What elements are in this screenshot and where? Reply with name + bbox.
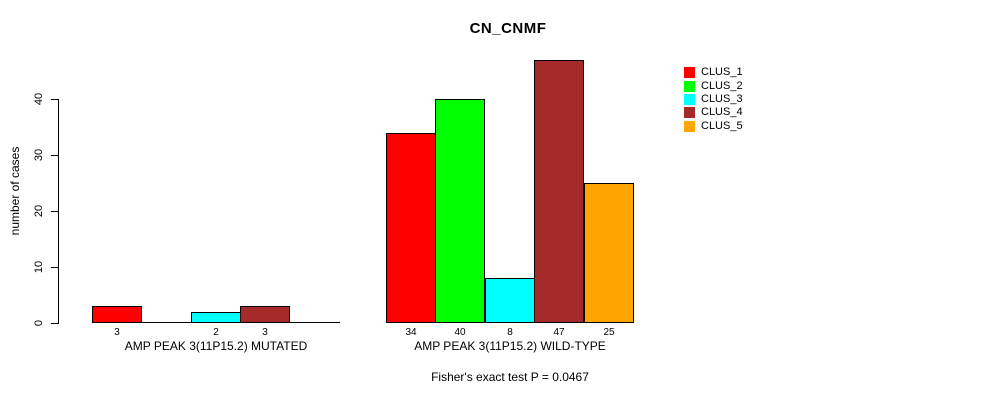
bar-value-label: 3 bbox=[262, 327, 268, 338]
bar-value-label: 2 bbox=[213, 327, 219, 338]
fisher-test-annotation: Fisher's exact test P = 0.0467 bbox=[431, 370, 589, 384]
bar-value-label: 34 bbox=[405, 327, 417, 338]
legend-entry: CLUS_2 bbox=[684, 79, 743, 92]
legend-entry-label: CLUS_2 bbox=[701, 79, 743, 92]
y-axis-tick bbox=[51, 155, 58, 156]
y-axis-tick bbox=[51, 267, 58, 268]
bar-value-label: 47 bbox=[553, 327, 565, 338]
y-axis-tick-label: 40 bbox=[33, 92, 45, 106]
legend-entry: CLUS_3 bbox=[684, 93, 743, 106]
legend-swatch-icon bbox=[684, 93, 695, 105]
legend-entry: CLUS_1 bbox=[684, 66, 743, 79]
y-axis-tick-label: 20 bbox=[33, 204, 45, 218]
y-axis-tick bbox=[51, 323, 58, 324]
legend-entry-label: CLUS_5 bbox=[701, 119, 743, 132]
legend-entry: CLUS_5 bbox=[684, 120, 743, 133]
legend-swatch-icon bbox=[684, 107, 695, 119]
y-axis-tick bbox=[51, 99, 58, 100]
bar-clus_1 bbox=[92, 306, 142, 323]
legend-swatch-icon bbox=[684, 67, 695, 79]
bar-clus_2 bbox=[435, 99, 485, 323]
y-axis-line bbox=[58, 99, 59, 324]
y-axis-tick-label: 0 bbox=[33, 319, 45, 327]
legend-entry-label: CLUS_3 bbox=[701, 92, 743, 105]
legend-entry-label: CLUS_4 bbox=[701, 106, 743, 119]
y-axis-tick bbox=[51, 211, 58, 212]
y-axis-label: number of cases bbox=[8, 146, 22, 236]
bar-clus_4 bbox=[534, 60, 584, 323]
legend-swatch-icon bbox=[684, 120, 695, 132]
bar-value-label: 8 bbox=[507, 327, 513, 338]
legend-swatch-icon bbox=[684, 80, 695, 92]
legend-entry: CLUS_4 bbox=[684, 106, 743, 119]
y-axis-tick-label: 10 bbox=[33, 260, 45, 274]
bar-value-label: 3 bbox=[114, 327, 120, 338]
bar-value-label: 25 bbox=[603, 327, 615, 338]
bar-clus_3 bbox=[485, 278, 535, 323]
legend: CLUS_1 CLUS_2 CLUS_3 CLUS_4 CLUS_5 bbox=[684, 66, 743, 133]
bar-clus_1 bbox=[386, 133, 436, 323]
bar-clus_4 bbox=[240, 306, 290, 323]
bar-clus_3 bbox=[191, 312, 241, 323]
bar-clus_5 bbox=[584, 183, 634, 323]
chart-title: CN_CNMF bbox=[469, 20, 547, 37]
group-label: AMP PEAK 3(11P15.2) WILD-TYPE bbox=[414, 339, 606, 353]
legend-entry-label: CLUS_1 bbox=[701, 66, 743, 79]
y-axis-tick-label: 30 bbox=[33, 148, 45, 162]
bar-value-label: 40 bbox=[454, 327, 466, 338]
group-label: AMP PEAK 3(11P15.2) MUTATED bbox=[124, 339, 308, 353]
